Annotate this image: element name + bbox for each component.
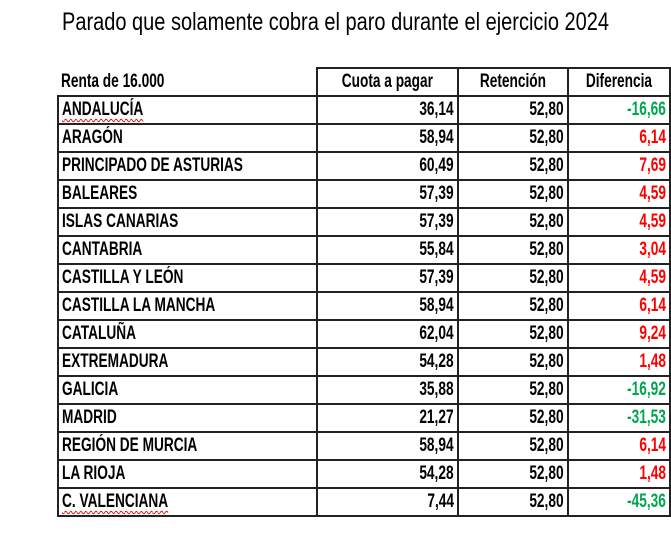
data-table: Renta de 16.000 Cuota a pagar Retención …: [56, 67, 671, 517]
cell-retencion: 52,80: [456, 179, 569, 209]
cell-region: ANDALUCÍA: [56, 95, 319, 125]
cell-diferencia: -16,66: [566, 95, 671, 125]
cell-retencion: 52,80: [456, 291, 569, 321]
cell-retencion: 52,80: [456, 207, 569, 237]
cell-retencion: 52,80: [456, 235, 569, 265]
cell-cuota: 60,49: [316, 151, 459, 181]
table-row: CANTABRIA 55,84 52,80 3,04: [56, 235, 671, 265]
cell-retencion: 52,80: [456, 403, 569, 433]
cell-cuota: 58,94: [316, 291, 459, 321]
cell-region: CASTILLA LA MANCHA: [56, 291, 319, 321]
cell-retencion: 52,80: [456, 123, 569, 153]
table-row: PRINCIPADO DE ASTURIAS 60,49 52,80 7,69: [56, 151, 671, 181]
cell-region: LA RIOJA: [56, 459, 319, 489]
cell-diferencia: 9,24: [566, 319, 671, 349]
table-row: ANDALUCÍA 36,14 52,80 -16,66: [56, 95, 671, 125]
cell-cuota: 54,28: [316, 459, 459, 489]
header-retencion: Retención: [456, 67, 569, 97]
cell-cuota: 57,39: [316, 207, 459, 237]
table-row: MADRID 21,27 52,80 -31,53: [56, 403, 671, 433]
cell-region: EXTREMADURA: [56, 347, 319, 377]
cell-region: CANTABRIA: [56, 235, 319, 265]
cell-cuota: 35,88: [316, 375, 459, 405]
cell-diferencia: 6,14: [566, 431, 671, 461]
table-row: LA RIOJA 54,28 52,80 1,48: [56, 459, 671, 489]
table-row: CASTILLA Y LEÓN 57,39 52,80 4,59: [56, 263, 671, 293]
cell-diferencia: 6,14: [566, 123, 671, 153]
cell-cuota: 54,28: [316, 347, 459, 377]
cell-cuota: 55,84: [316, 235, 459, 265]
cell-region: BALEARES: [56, 179, 319, 209]
table-header-row: Renta de 16.000 Cuota a pagar Retención …: [58, 67, 671, 97]
cell-retencion: 52,80: [456, 95, 569, 125]
cell-retencion: 52,80: [456, 375, 569, 405]
cell-cuota: 57,39: [316, 179, 459, 209]
cell-diferencia: -45,36: [566, 487, 671, 517]
table-row: BALEARES 57,39 52,80 4,59: [56, 179, 671, 209]
cell-region: MADRID: [56, 403, 319, 433]
table-row: ARAGÓN 58,94 52,80 6,14: [56, 123, 671, 153]
cell-diferencia: 1,48: [566, 347, 671, 377]
cell-cuota: 36,14: [316, 95, 459, 125]
table-row: ISLAS CANARIAS 57,39 52,80 4,59: [56, 207, 671, 237]
cell-cuota: 7,44: [316, 487, 459, 517]
cell-retencion: 52,80: [456, 151, 569, 181]
cell-diferencia: 4,59: [566, 179, 671, 209]
header-cuota: Cuota a pagar: [316, 67, 459, 97]
cell-region: GALICIA: [56, 375, 319, 405]
cell-diferencia: 1,48: [566, 459, 671, 489]
table-row: CATALUÑA 62,04 52,80 9,24: [56, 319, 671, 349]
cell-cuota: 62,04: [316, 319, 459, 349]
cell-diferencia: 4,59: [566, 263, 671, 293]
cell-cuota: 58,94: [316, 123, 459, 153]
cell-region: REGIÓN DE MURCIA: [56, 431, 319, 461]
cell-diferencia: -31,53: [566, 403, 671, 433]
header-renta: Renta de 16.000: [58, 68, 319, 97]
header-diferencia: Diferencia: [566, 67, 671, 97]
table-row: EXTREMADURA 54,28 52,80 1,48: [56, 347, 671, 377]
cell-cuota: 57,39: [316, 263, 459, 293]
cell-region: PRINCIPADO DE ASTURIAS: [56, 151, 319, 181]
cell-diferencia: 3,04: [566, 235, 671, 265]
cell-retencion: 52,80: [456, 459, 569, 489]
cell-cuota: 21,27: [316, 403, 459, 433]
cell-retencion: 52,80: [456, 319, 569, 349]
table-row: C. VALENCIANA 7,44 52,80 -45,36: [56, 487, 671, 517]
cell-retencion: 52,80: [456, 431, 569, 461]
table-row: CASTILLA LA MANCHA 58,94 52,80 6,14: [56, 291, 671, 321]
cell-cuota: 58,94: [316, 431, 459, 461]
cell-region: ISLAS CANARIAS: [56, 207, 319, 237]
table-row: REGIÓN DE MURCIA 58,94 52,80 6,14: [56, 431, 671, 461]
cell-diferencia: 4,59: [566, 207, 671, 237]
cell-region: C. VALENCIANA: [56, 487, 319, 517]
cell-region: ARAGÓN: [56, 123, 319, 153]
page-title: Parado que solamente cobra el paro duran…: [62, 8, 610, 36]
cell-diferencia: 7,69: [566, 151, 671, 181]
cell-retencion: 52,80: [456, 487, 569, 517]
table-row: GALICIA 35,88 52,80 -16,92: [56, 375, 671, 405]
cell-diferencia: 6,14: [566, 291, 671, 321]
cell-retencion: 52,80: [456, 263, 569, 293]
cell-diferencia: -16,92: [566, 375, 671, 405]
cell-region: CASTILLA Y LEÓN: [56, 263, 319, 293]
cell-retencion: 52,80: [456, 347, 569, 377]
cell-region: CATALUÑA: [56, 319, 319, 349]
